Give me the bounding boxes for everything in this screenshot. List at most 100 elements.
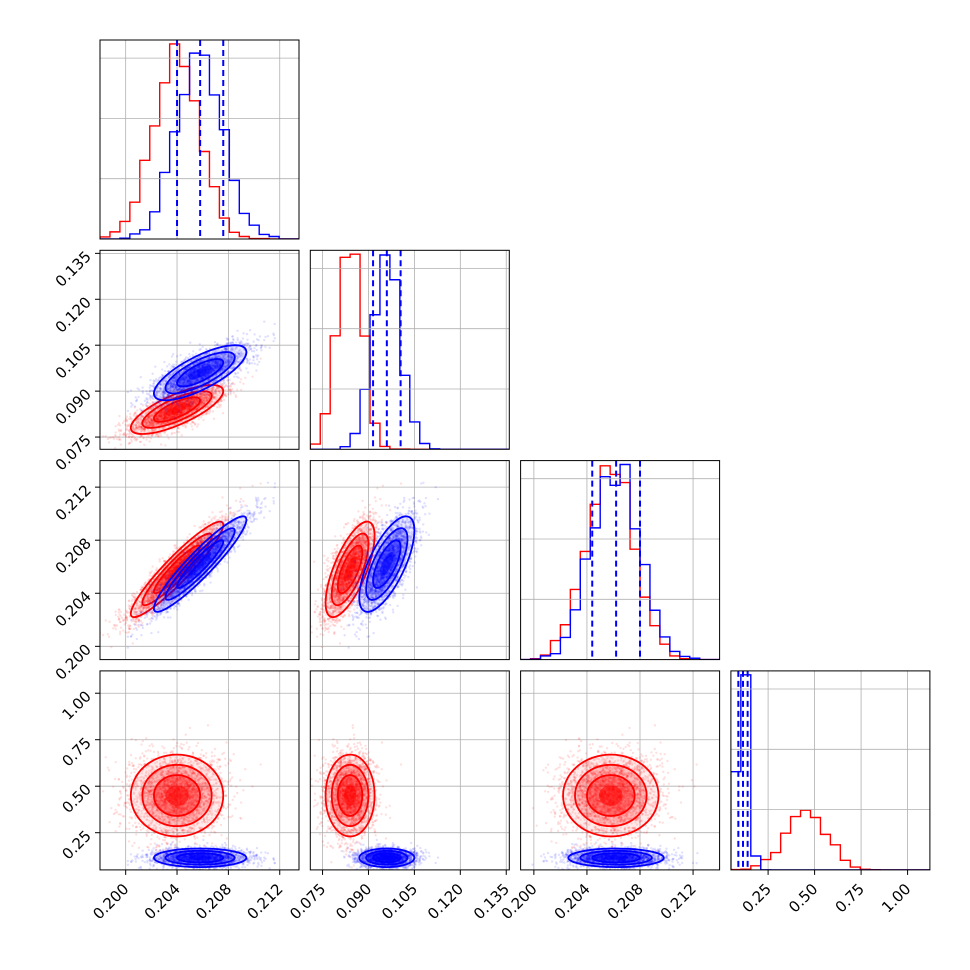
scatter-point	[142, 436, 145, 440]
scatter-point	[146, 416, 149, 420]
scatter-point	[118, 424, 122, 427]
scatter-point	[119, 429, 123, 433]
scatter-point	[196, 425, 199, 428]
scatter-point	[211, 387, 215, 390]
scatter-point	[144, 423, 148, 426]
scatter-point	[137, 420, 141, 423]
scatter-point	[194, 402, 197, 405]
scatter-point	[122, 432, 126, 435]
scatter-point	[207, 397, 211, 400]
scatter-point	[159, 401, 163, 404]
scatter-point	[226, 392, 230, 396]
scatter-point	[164, 407, 168, 411]
scatter-point	[112, 437, 116, 441]
scatter-point	[213, 392, 216, 395]
scatter-point	[183, 415, 186, 418]
scatter-point	[205, 393, 209, 396]
scatter-point	[197, 405, 201, 409]
scatter-point	[188, 407, 192, 411]
scatter-point	[159, 413, 162, 417]
scatter-point	[239, 369, 243, 372]
scatter-point	[151, 419, 154, 423]
scatter-point	[156, 404, 159, 407]
scatter-point	[189, 341, 192, 344]
scatter-point	[160, 418, 164, 421]
scatter-point	[190, 405, 194, 408]
scatter-point	[146, 415, 150, 419]
scatter-point	[178, 408, 181, 412]
scatter-point	[128, 417, 131, 421]
scatter-point	[212, 400, 215, 404]
scatter-point	[191, 405, 194, 409]
scatter-point	[213, 388, 216, 391]
scatter-point	[208, 393, 211, 397]
scatter-point	[190, 401, 194, 405]
scatter-point	[169, 367, 172, 370]
scatter-point	[134, 426, 137, 429]
scatter-point	[189, 381, 193, 384]
scatter-point	[166, 434, 169, 437]
scatter-point	[184, 400, 188, 403]
scatter-point	[195, 399, 198, 403]
scatter-point	[241, 337, 245, 340]
scatter-point	[155, 378, 158, 381]
scatter-point	[230, 335, 234, 338]
scatter-point	[146, 416, 149, 419]
scatter-point	[195, 398, 198, 402]
scatter-point	[126, 424, 129, 427]
scatter-point	[195, 400, 198, 403]
scatter-point	[212, 395, 216, 398]
scatter-point	[185, 398, 188, 402]
scatter-point	[127, 429, 131, 432]
scatter-point	[178, 413, 181, 416]
scatter-point	[184, 356, 188, 359]
scatter-point	[208, 396, 211, 400]
scatter-point	[194, 402, 198, 406]
scatter-point	[164, 415, 167, 418]
scatter-point	[188, 407, 192, 410]
scatter-point	[236, 371, 240, 375]
scatter-point	[119, 443, 123, 446]
scatter-point	[116, 423, 120, 427]
scatter-point	[202, 398, 205, 402]
scatter-point	[212, 417, 216, 421]
scatter-point	[263, 320, 266, 323]
scatter-point	[205, 397, 209, 401]
scatter-point	[231, 387, 234, 391]
scatter-point	[135, 398, 139, 401]
scatter-point	[217, 387, 221, 390]
scatter-point	[234, 372, 237, 376]
scatter-point	[224, 384, 227, 388]
scatter-point	[272, 332, 275, 335]
scatter-point	[259, 357, 262, 360]
scatter-point	[124, 423, 127, 427]
scatter-point	[119, 438, 122, 442]
scatter-point	[188, 404, 191, 407]
scatter-point	[151, 433, 154, 436]
scatter-point	[132, 424, 135, 427]
scatter-point	[163, 417, 167, 421]
scatter-point	[117, 422, 121, 425]
scatter-point	[188, 403, 191, 406]
scatter-point	[217, 386, 220, 389]
scatter-point	[206, 405, 210, 409]
scatter-point	[205, 411, 208, 415]
scatter-point	[189, 400, 192, 403]
scatter-point	[207, 412, 211, 415]
scatter-point	[227, 381, 230, 385]
scatter-point	[187, 401, 190, 404]
scatter-point	[168, 363, 171, 366]
scatter-point	[163, 369, 167, 373]
scatter-point	[151, 424, 155, 428]
scatter-point	[158, 412, 161, 416]
scatter-point	[203, 390, 206, 394]
scatter-point	[202, 401, 206, 405]
scatter-point	[140, 426, 143, 429]
scatter-point	[272, 339, 275, 343]
scatter-point	[186, 400, 189, 403]
scatter-point	[167, 437, 170, 440]
scatter-point	[147, 423, 150, 427]
scatter-point	[170, 415, 174, 418]
scatter-point	[170, 396, 174, 399]
